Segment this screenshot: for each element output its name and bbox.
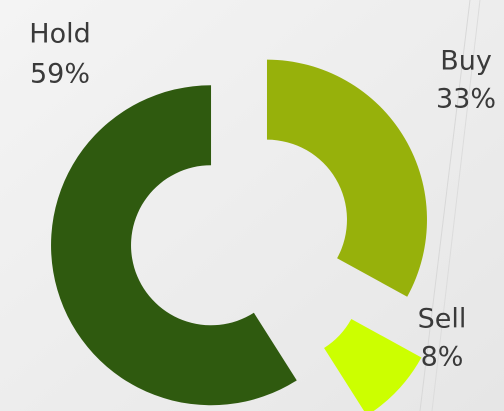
slice-value-label: 33% — [436, 84, 496, 115]
slice-label: Buy — [440, 46, 492, 77]
slice-value-label: 8% — [421, 342, 464, 373]
donut-slice — [324, 318, 422, 411]
slice-label: Hold — [29, 19, 90, 50]
decor-line — [419, 0, 471, 411]
donut-slice — [51, 85, 297, 406]
slices — [51, 59, 427, 411]
decor-line — [431, 0, 481, 411]
donut-slice — [266, 59, 427, 297]
slice-label: Sell — [418, 304, 467, 335]
slice-value-label: 59% — [30, 59, 90, 90]
labels: Buy 33% Sell 8% Hold 59% — [29, 19, 496, 373]
